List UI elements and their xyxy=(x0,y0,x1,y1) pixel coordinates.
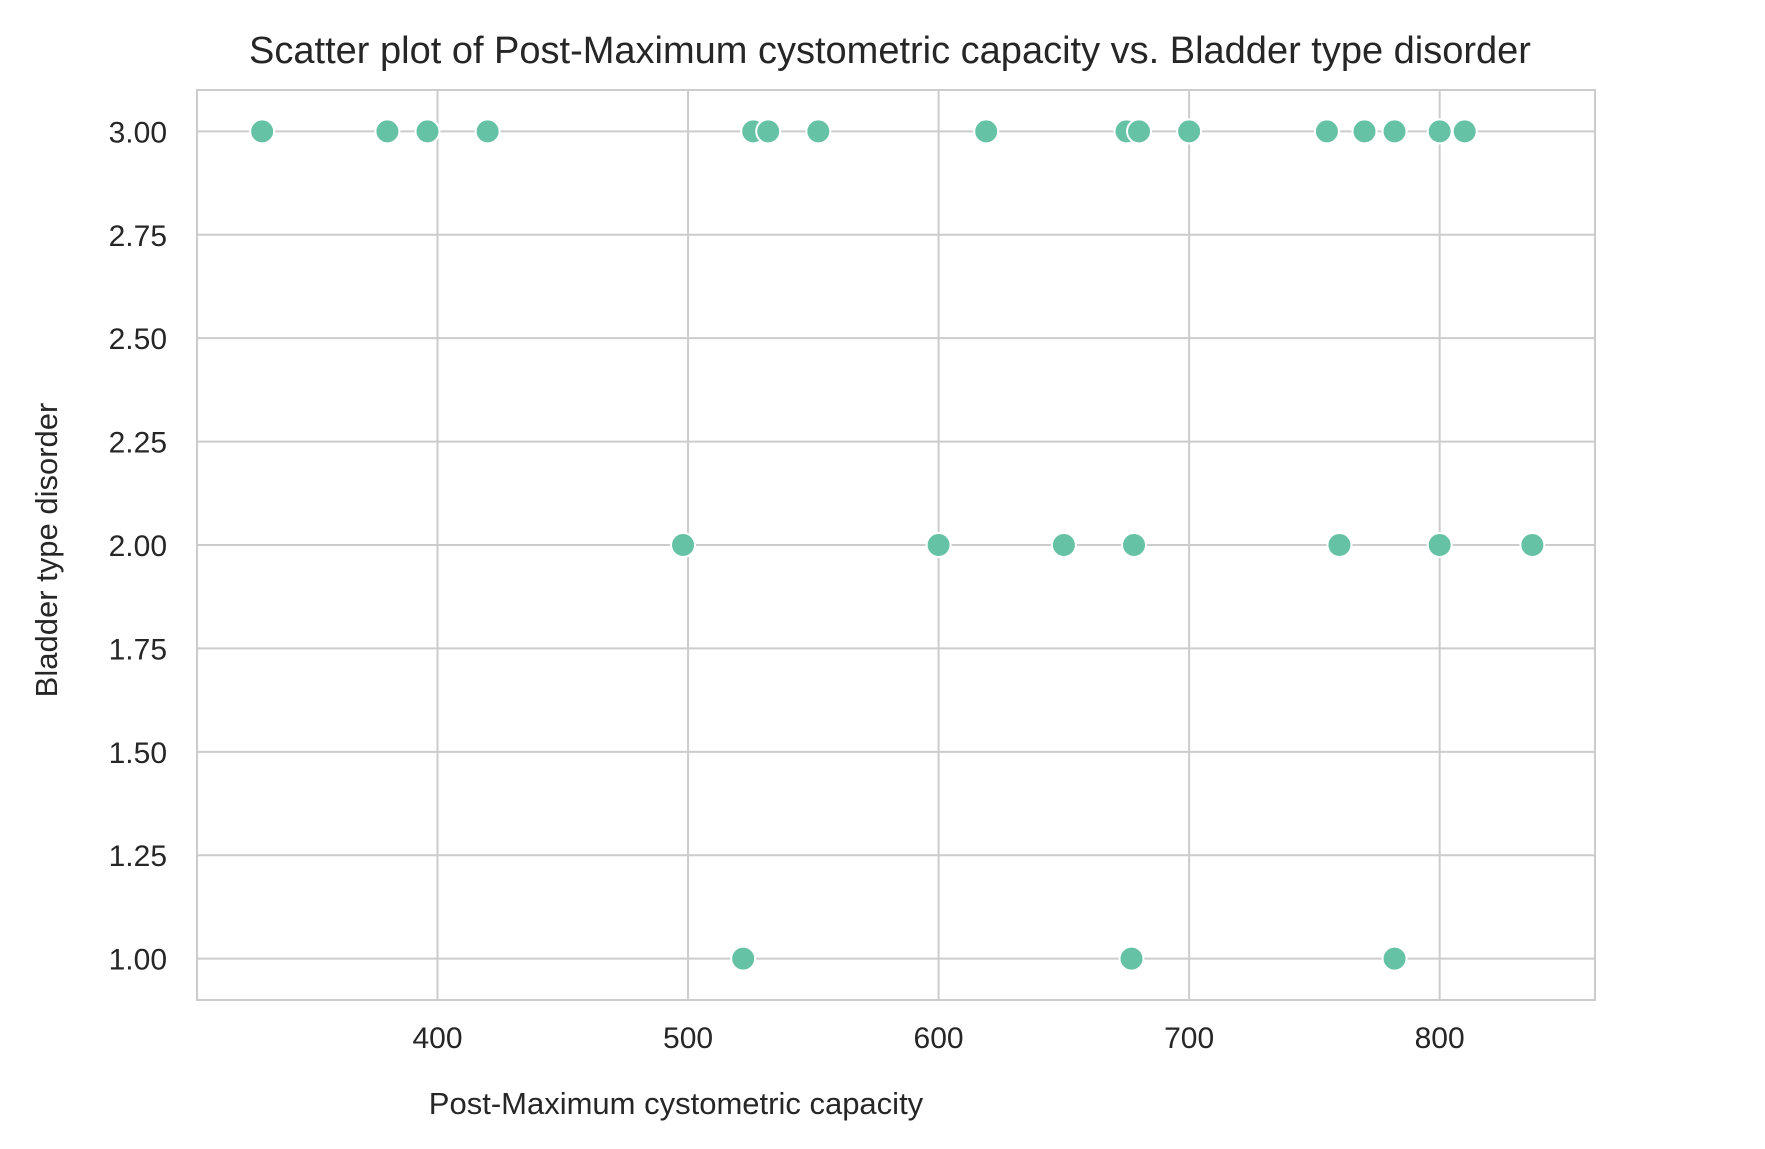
scatter-point xyxy=(1121,532,1148,558)
y-tick-label: 2.00 xyxy=(109,530,167,563)
scatter-point xyxy=(1351,118,1378,145)
y-tick-label: 3.00 xyxy=(109,116,167,149)
x-tick-label: 500 xyxy=(663,1022,713,1055)
scatter-point xyxy=(1313,118,1340,145)
x-tick-label: 600 xyxy=(914,1022,964,1055)
scatter-point xyxy=(1326,532,1353,558)
scatter-point xyxy=(1126,118,1153,145)
scatter-point xyxy=(1426,118,1453,145)
plot-area-border xyxy=(196,89,1596,1001)
data-points xyxy=(249,118,1546,972)
scatter-point xyxy=(805,118,832,145)
scatter-point xyxy=(1118,945,1145,972)
x-tick-label: 400 xyxy=(412,1022,462,1055)
y-tick-label: 2.25 xyxy=(109,427,167,460)
x-tick-label: 800 xyxy=(1415,1022,1465,1055)
y-tick-label: 2.75 xyxy=(109,220,167,253)
y-tick-label: 1.50 xyxy=(109,737,167,770)
scatter-point xyxy=(1176,118,1203,145)
scatter-point xyxy=(755,118,782,145)
y-axis-label: Bladder type disorder xyxy=(29,403,64,698)
scatter-point xyxy=(414,118,441,145)
scatter-point xyxy=(670,532,697,558)
scatter-point xyxy=(1426,532,1453,558)
x-axis-ticks: 400 500 600 700 800 xyxy=(412,1022,1464,1055)
scatter-point xyxy=(1381,118,1408,145)
scatter-point xyxy=(730,945,757,972)
scatter-point xyxy=(973,118,1000,145)
scatter-point xyxy=(1519,532,1546,558)
scatter-point xyxy=(1050,532,1077,558)
scatter-point xyxy=(925,532,952,558)
x-tick-label: 700 xyxy=(1164,1022,1214,1055)
scatter-point xyxy=(1451,118,1478,145)
x-axis-label: Post-Maximum cystometric capacity xyxy=(429,1086,924,1121)
scatter-point xyxy=(249,118,276,145)
y-tick-label: 2.50 xyxy=(109,323,167,356)
scatter-point xyxy=(1381,945,1408,972)
scatter-point xyxy=(374,118,401,145)
y-axis-ticks: 1.00 1.25 1.50 1.75 2.00 2.25 2.50 2.75 3.00 xyxy=(109,116,167,976)
scatter-point xyxy=(474,118,501,145)
chart-title: Scatter plot of Post-Maximum cystometric… xyxy=(249,30,1531,72)
y-tick-label: 1.75 xyxy=(109,633,167,666)
y-tick-label: 1.00 xyxy=(109,944,167,977)
y-tick-label: 1.25 xyxy=(109,840,167,873)
